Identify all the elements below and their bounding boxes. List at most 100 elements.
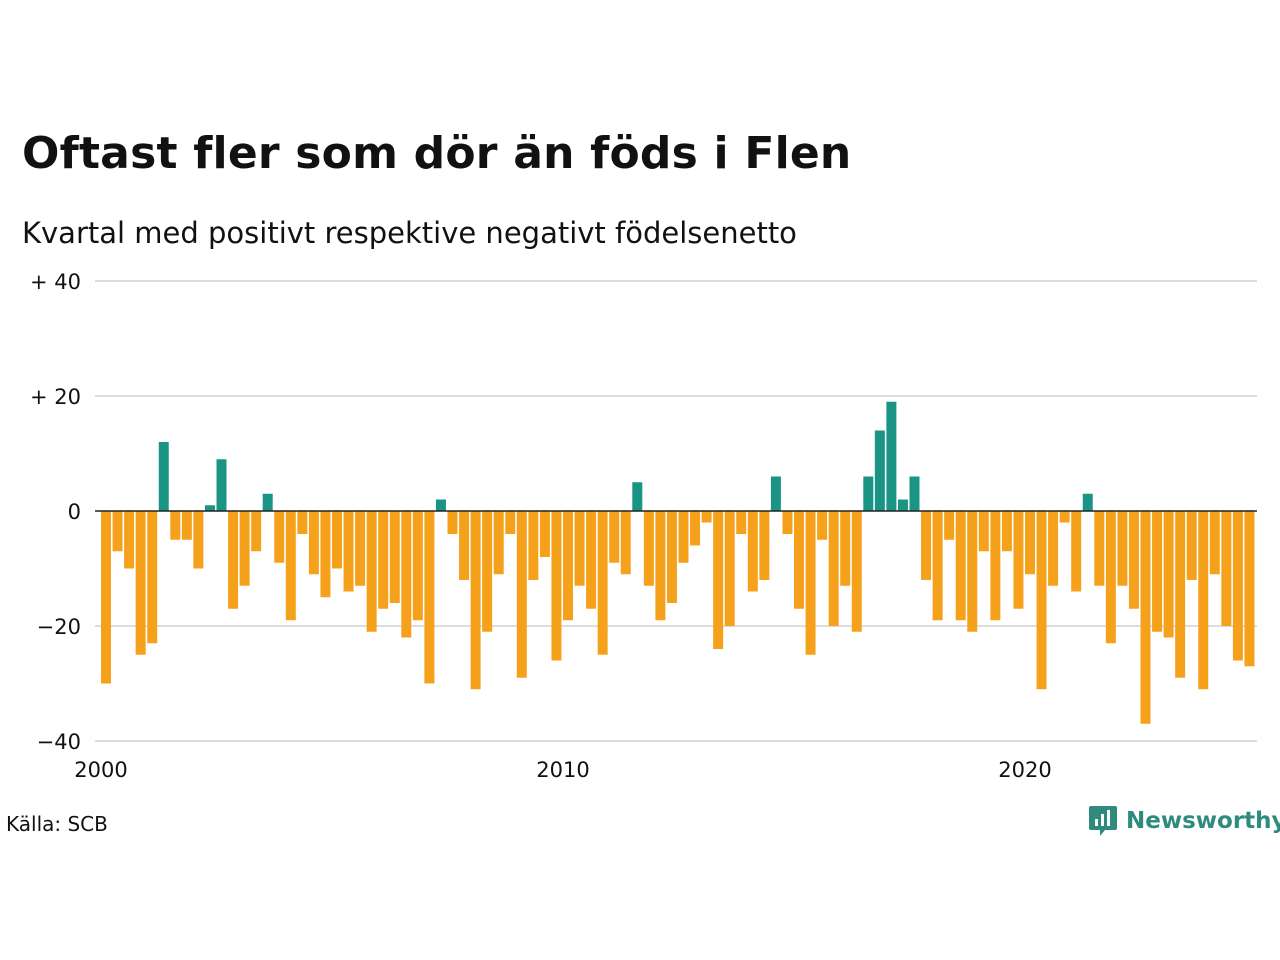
bar: [1105, 511, 1116, 644]
bar: [355, 511, 366, 586]
bar: [216, 459, 227, 511]
bar: [1082, 493, 1093, 511]
bar: [262, 493, 273, 511]
bar: [736, 511, 747, 534]
bar: [863, 476, 874, 511]
bar: [204, 505, 215, 511]
bar: [643, 511, 654, 586]
bar: [101, 511, 111, 684]
bar: [112, 511, 123, 552]
bars: [101, 401, 1255, 724]
y-axis-tick-labels: + 40 + 20 0 −20 −40: [30, 270, 81, 754]
bar: [1175, 511, 1186, 678]
bar: [158, 442, 169, 511]
bar: [690, 511, 701, 546]
bar: [563, 511, 573, 621]
bar: [401, 511, 412, 638]
bar: [770, 476, 781, 511]
bar: [886, 401, 897, 511]
bar: [1163, 511, 1174, 638]
bar: [1221, 511, 1232, 626]
bar: [932, 511, 943, 621]
y-tick-label: + 40: [30, 270, 81, 294]
bar: [297, 511, 308, 534]
x-tick-label: 2020: [998, 758, 1051, 782]
bar: [1059, 511, 1070, 523]
bar: [1001, 511, 1012, 552]
bar: [1071, 511, 1082, 592]
bar: [332, 511, 342, 569]
bar: [1117, 511, 1128, 586]
bar: [493, 511, 504, 575]
bar: [840, 511, 851, 586]
bar: [228, 511, 239, 609]
bar: [1013, 511, 1024, 609]
bar: [944, 511, 955, 540]
bar: [274, 511, 285, 563]
bar: [124, 511, 135, 569]
brand-name: Newsworthy: [1126, 808, 1280, 834]
bar: [990, 511, 1001, 621]
bar: [251, 511, 262, 552]
bar: [147, 511, 158, 644]
bar: [135, 511, 146, 655]
bar: [782, 511, 793, 534]
chart-subtitle: Kvartal med positivt respektive negativt…: [22, 216, 797, 250]
bar: [285, 511, 296, 621]
bar: [609, 511, 620, 563]
x-tick-label: 2010: [536, 758, 589, 782]
bar: [747, 511, 758, 592]
y-tick-label: −40: [37, 730, 81, 754]
bar: [378, 511, 389, 609]
bar: [724, 511, 735, 626]
bar: [1048, 511, 1059, 586]
bar: [794, 511, 804, 609]
x-tick-label: 2000: [74, 758, 127, 782]
bar: [389, 511, 400, 603]
x-axis-tick-labels: 2000 2010 2020: [74, 758, 1051, 782]
bar: [921, 511, 932, 580]
bar: [759, 511, 770, 580]
bar: [1209, 511, 1220, 575]
bar: [320, 511, 331, 598]
bar: [713, 511, 724, 649]
bar: [817, 511, 828, 540]
bar: [978, 511, 989, 552]
bar: [1140, 511, 1151, 724]
bar: [805, 511, 816, 655]
bar: [1198, 511, 1209, 690]
bar: [851, 511, 862, 632]
bar: [574, 511, 585, 586]
bar: [412, 511, 423, 621]
bar: [170, 511, 181, 540]
bar: [1152, 511, 1163, 632]
bar: [447, 511, 458, 534]
y-tick-label: 0: [68, 500, 81, 524]
bar: [632, 482, 643, 511]
bar: [874, 430, 885, 511]
source-label: Källa: SCB: [6, 812, 108, 836]
bar: [516, 511, 527, 678]
bar: [1036, 511, 1047, 690]
y-tick-label: + 20: [30, 385, 81, 409]
bar: [505, 511, 516, 534]
bar: [470, 511, 481, 690]
bar: [909, 476, 920, 511]
bar: [459, 511, 470, 580]
bar: [678, 511, 689, 563]
bar: [655, 511, 666, 621]
brand-logo[interactable]: Newsworthy: [1088, 804, 1280, 838]
bar: [955, 511, 966, 621]
bar: [666, 511, 677, 603]
bar: [539, 511, 550, 557]
bar: [308, 511, 319, 575]
bar: [181, 511, 192, 540]
bar: [435, 499, 446, 511]
chart-title: Oftast fler som dör än föds i Flen: [22, 128, 852, 179]
bar: [1186, 511, 1197, 580]
bar: [1244, 511, 1255, 667]
bar: [897, 499, 908, 511]
bar: [701, 511, 712, 523]
bar: [551, 511, 562, 661]
